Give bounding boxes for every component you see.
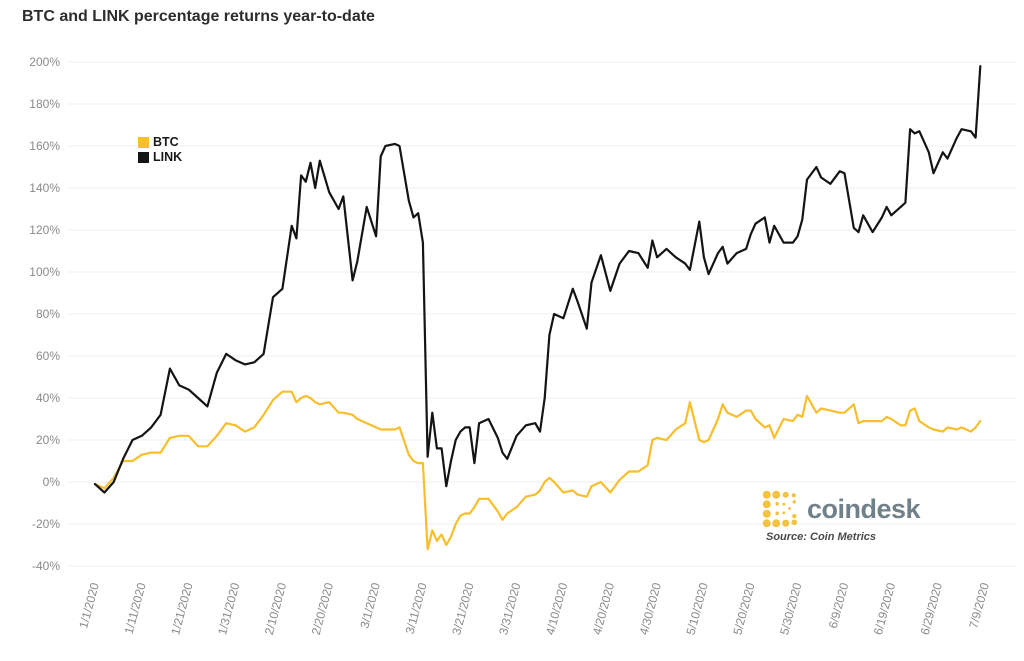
source-note: Source: Coin Metrics — [766, 531, 877, 543]
x-tick-label: 5/10/2020 — [684, 581, 711, 637]
x-tick-label: 4/30/2020 — [637, 581, 664, 637]
x-tick-label: 1/21/2020 — [168, 581, 195, 637]
legend-label-link: LINK — [153, 150, 183, 164]
x-tick-label: 1/1/2020 — [76, 581, 102, 630]
x-tick-label: 1/31/2020 — [215, 581, 242, 637]
legend-item-link: LINK — [138, 150, 182, 165]
y-tick-label: 40% — [36, 391, 60, 405]
y-tick-label: 180% — [29, 97, 60, 111]
legend-label-btc: BTC — [153, 135, 179, 149]
x-axis-labels: 1/1/2020 1/11/2020 1/21/2020 1/31/2020 2/10/… — [76, 581, 992, 637]
x-tick-label: 6/9/2020 — [826, 581, 852, 630]
x-tick-label: 3/31/2020 — [496, 581, 523, 637]
link-series-line — [93, 65, 982, 494]
coindesk-branding: coindesk Source: Coin Metrics — [762, 490, 921, 543]
x-tick-label: 5/30/2020 — [777, 581, 804, 637]
y-tick-label: -40% — [32, 559, 60, 573]
x-tick-label: 3/11/2020 — [403, 581, 430, 636]
y-tick-label: -20% — [32, 517, 60, 531]
chart-title: BTC and LINK percentage returns year-to-… — [22, 8, 375, 25]
gridlines — [68, 61, 1016, 567]
x-tick-label: 2/10/2020 — [262, 581, 289, 637]
x-tick-label: 4/20/2020 — [590, 581, 617, 637]
coindesk-logo-icon — [762, 490, 798, 528]
x-tick-label: 3/1/2020 — [357, 581, 383, 630]
y-tick-label: 60% — [36, 349, 60, 363]
y-tick-label: 160% — [29, 139, 60, 153]
legend-item-btc: BTC — [138, 135, 182, 150]
y-tick-label: 20% — [36, 433, 60, 447]
y-tick-label: 0% — [43, 475, 61, 489]
y-tick-label: 200% — [29, 55, 60, 69]
y-tick-label: 80% — [36, 307, 60, 321]
x-tick-label: 1/11/2020 — [122, 581, 149, 636]
chart-legend: BTC LINK — [138, 135, 182, 165]
x-tick-label: 6/19/2020 — [871, 581, 898, 637]
x-tick-label: 5/20/2020 — [730, 581, 757, 637]
x-tick-label: 2/20/2020 — [309, 581, 336, 637]
btc-series-line — [93, 390, 982, 551]
coindesk-wordmark: coindesk — [807, 493, 921, 524]
btc-swatch-icon — [138, 137, 149, 148]
x-tick-label: 4/10/2020 — [543, 581, 570, 637]
y-tick-label: 140% — [29, 181, 60, 195]
link-swatch-icon — [138, 152, 149, 163]
y-tick-label: 120% — [29, 223, 60, 237]
y-axis-labels: 200% 180% 160% 140% 120% 100% 80% 60% 40% 20% 0% -2… — [29, 55, 60, 573]
x-tick-label: 3/21/2020 — [449, 581, 476, 637]
x-tick-label: 7/9/2020 — [966, 581, 992, 630]
y-tick-label: 100% — [29, 265, 60, 279]
x-tick-label: 6/29/2020 — [918, 581, 945, 637]
